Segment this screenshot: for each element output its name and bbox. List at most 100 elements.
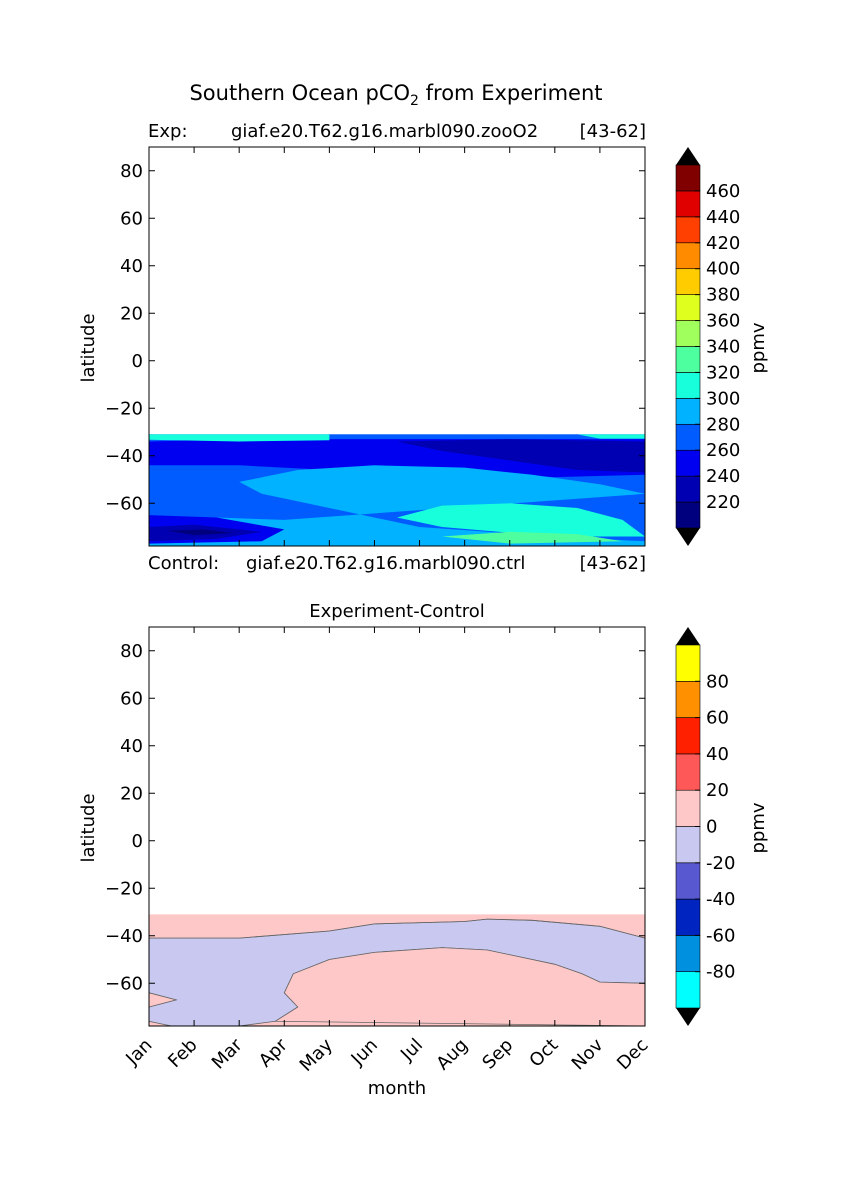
figure-title: Southern Ocean pCO2 from Experiment — [189, 81, 602, 109]
bottom-x-axis-label: month — [368, 1078, 426, 1099]
colorbar-extend-max — [676, 627, 700, 645]
colorbar-extend-min — [676, 1008, 700, 1026]
y-tick-label: 80 — [120, 641, 143, 662]
colorbar-segment — [675, 717, 701, 755]
colorbar-tick-label: 440 — [706, 207, 740, 228]
colorbar-segment — [675, 398, 701, 425]
colorbar-tick-label: -60 — [706, 925, 735, 946]
contour-region-320-340 — [442, 531, 623, 544]
colorbar-tick-label: 240 — [706, 466, 740, 487]
colorbar-tick-label: 220 — [706, 492, 740, 513]
colorbar-tick-label: 80 — [706, 671, 729, 692]
y-tick-label: 20 — [120, 783, 143, 804]
colorbar-segment — [675, 826, 701, 864]
y-tick-label: −20 — [105, 398, 143, 419]
colorbar-segment — [675, 644, 701, 682]
control-label: Control: — [148, 553, 219, 574]
contour-region-220-240 — [397, 439, 645, 473]
x-tick-label: Oct — [525, 1035, 562, 1072]
colorbar-segment — [675, 971, 701, 1009]
y-tick-label: 60 — [120, 688, 143, 709]
bottom-y-axis: −60 −40 −20 0 20 40 60 80 — [105, 641, 645, 994]
colorbar-segment — [675, 898, 701, 936]
colorbar-segment — [675, 294, 701, 321]
bottom-axes-frame — [148, 626, 646, 1027]
contour-region-300-320-edge — [149, 434, 330, 442]
y-tick-label: −60 — [105, 493, 143, 514]
colorbar-tick-label: 400 — [706, 259, 740, 280]
contour-region-200-220 — [167, 529, 235, 536]
colorbar-tick-label: -40 — [706, 889, 735, 910]
colorbar-segment — [675, 190, 701, 218]
top-plot-area: −60 −40 −20 0 20 40 60 80 — [105, 146, 646, 547]
y-tick-label: −20 — [105, 878, 143, 899]
x-tick-label: Aug — [432, 1035, 472, 1075]
bottom-plot-area: −60 −40 −20 0 20 40 60 80 Jan Feb Mar Apr May Jun Jul… — [105, 626, 653, 1076]
colorbar-segment — [675, 449, 701, 477]
bottom-colorbar: -80 -60 -40 -20 0 20 40 60 80 ppmv — [675, 627, 769, 1026]
colorbar-segment — [675, 935, 701, 973]
diff-contour-line — [149, 918, 645, 939]
y-tick-label: 80 — [120, 161, 143, 182]
y-tick-label: 40 — [120, 256, 143, 277]
diff-region-0-20-jan — [149, 992, 178, 1008]
top-contour-fills — [149, 434, 645, 546]
colorbar-tick-label: 0 — [706, 817, 717, 838]
x-tick-label: Nov — [568, 1034, 608, 1074]
colorbar-tick-label: 280 — [706, 414, 740, 435]
x-tick-label: Jul — [396, 1035, 427, 1066]
y-tick-label: 40 — [120, 736, 143, 757]
bottom-contour-fills — [149, 914, 645, 1026]
colorbar-tick-label: 40 — [706, 744, 729, 765]
colorbar-tick-label: 460 — [706, 181, 740, 202]
colorbar-tick-label: 320 — [706, 362, 740, 383]
colorbar-segment — [675, 423, 701, 451]
colorbar-segment — [675, 372, 701, 399]
top-axes-frame — [148, 146, 646, 547]
y-tick-label: −40 — [105, 926, 143, 947]
top-colorbar: 220240260280300320340360380400420440460 … — [675, 147, 769, 546]
x-tick-label: Mar — [208, 1034, 247, 1073]
colorbar-segment — [675, 680, 701, 718]
colorbar-segment — [675, 320, 701, 347]
top-y-axis-label: latitude — [78, 313, 99, 382]
x-tick-label: Sep — [478, 1035, 517, 1074]
colorbar-segment — [675, 789, 701, 827]
colorbar-extend-min — [676, 528, 700, 546]
control-years: [43-62] — [580, 553, 646, 574]
colorbar-tick-label: 300 — [706, 388, 740, 409]
colorbar-tick-label: 360 — [706, 311, 740, 332]
colorbar-extend-max — [676, 147, 700, 165]
colorbar-segment — [675, 862, 701, 900]
contour-region-300-320-edge-east — [577, 434, 645, 439]
contour-region-300-320 — [397, 503, 645, 537]
contour-region-280-300 — [149, 465, 645, 546]
bottom-y-axis-label: latitude — [78, 793, 99, 862]
y-tick-label: 0 — [132, 351, 143, 372]
colorbar-segment — [675, 268, 701, 295]
bottom-colorbar-label: ppmv — [748, 802, 769, 853]
colorbar-tick-label: 20 — [706, 780, 729, 801]
colorbar-segment — [675, 501, 701, 529]
colorbar-tick-label: -20 — [706, 853, 735, 874]
colorbar-segment — [675, 346, 701, 373]
colorbar-tick-label: 380 — [706, 285, 740, 306]
x-tick-label: Jun — [347, 1035, 382, 1070]
x-tick-label: May — [296, 1034, 337, 1075]
colorbar-tick-label: 340 — [706, 337, 740, 358]
colorbar-tick-label: 60 — [706, 708, 729, 729]
x-tick-label: Apr — [255, 1034, 292, 1071]
y-tick-label: 0 — [132, 831, 143, 852]
bottom-panel-title: Experiment-Control — [309, 601, 485, 622]
x-tick-label: Feb — [164, 1035, 201, 1072]
colorbar-segment — [675, 164, 701, 192]
x-tick-label: Jan — [121, 1035, 156, 1070]
exp-label: Exp: — [148, 121, 188, 142]
y-tick-label: 60 — [120, 208, 143, 229]
exp-years: [43-62] — [580, 121, 646, 142]
top-colorbar-label: ppmv — [748, 322, 769, 373]
x-tick-label: Dec — [613, 1035, 652, 1074]
colorbar-segment — [675, 216, 701, 244]
colorbar-segment — [675, 242, 701, 270]
